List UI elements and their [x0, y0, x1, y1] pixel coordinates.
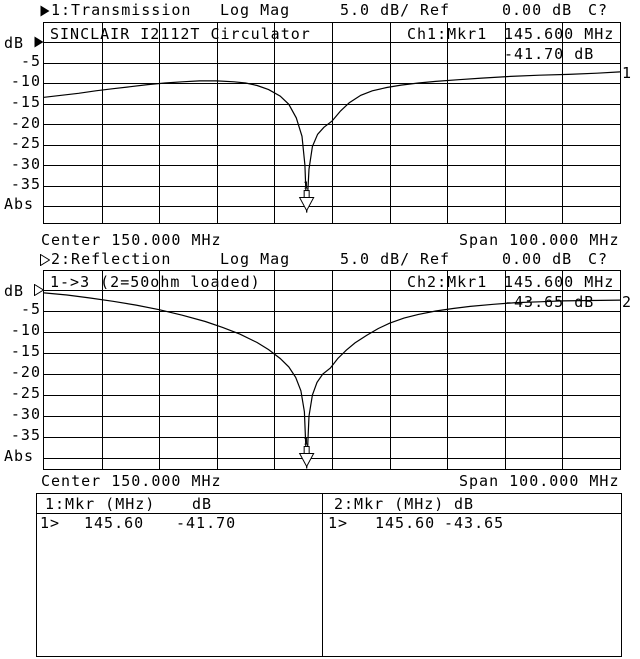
table-col1-unit: dB	[192, 495, 213, 513]
svg-text:1: 1	[303, 437, 310, 448]
chart1-ytick: -10	[10, 72, 41, 90]
chart2-marker-value: -43.65 dB	[504, 293, 595, 311]
chart2-ytick: -35	[10, 426, 41, 444]
svg-text:1: 1	[303, 181, 310, 192]
chart1-ytick: -15	[10, 93, 41, 111]
chart1-trace-number: 1	[622, 64, 633, 82]
chart2-span-freq: Span 100.000 MHz	[459, 472, 620, 490]
table-col2-unit: dB	[454, 495, 475, 513]
chart1-marker-freq: 145.600 MHz	[504, 25, 615, 43]
chart2-ytick: -5	[20, 300, 41, 318]
chart1-ytick: -20	[10, 114, 41, 132]
marker-table: 1:Mkr (MHz) dB 2:Mkr (MHz) dB 1> 145.60 …	[36, 493, 622, 657]
reflection-plot-svg: 1	[44, 271, 620, 469]
chart1-ytick: -30	[10, 155, 41, 173]
chart2-y-unit: dB	[4, 282, 25, 300]
inactive-trace-hollow-triangle-icon	[40, 254, 50, 266]
chart1-center-freq: Center 150.000 MHz	[41, 231, 222, 249]
chart2-marker-freq: 145.600 MHz	[504, 273, 615, 291]
chart1-title: SINCLAIR I2112T Circulator	[50, 25, 311, 43]
chart2-channel-marker: Ch2:Mkr1	[407, 273, 488, 291]
chart2-title: 1->3 (2=50ohm loaded)	[50, 273, 261, 291]
chart1-channel-marker: Ch1:Mkr1	[407, 25, 488, 43]
chart1-ytick: -35	[10, 175, 41, 193]
chart2-ytick: -30	[10, 405, 41, 423]
marker-table-header-rule	[37, 513, 621, 514]
table-col2-freq: 145.60	[375, 514, 436, 532]
chart2-plot-area: 1 1->3 (2=50ohm loaded) Ch2:Mkr1 145.600…	[34, 270, 631, 470]
chart2-y-bottom-label: Abs	[4, 447, 35, 465]
chart2-ref-value: 0.00 dB	[502, 250, 573, 268]
chart1-span-freq: Span 100.000 MHz	[459, 231, 620, 249]
active-trace-filled-triangle-icon	[40, 5, 50, 17]
chart1-plot-area: 1 SINCLAIR I2112T Circulator Ch1:Mkr1 14…	[34, 22, 631, 224]
chart2-trace-label: 2:Reflection	[51, 250, 172, 268]
marker-table-divider	[322, 494, 323, 656]
chart2-cal-status: C?	[588, 250, 609, 268]
chart1-ref-level-triangle-icon	[34, 36, 44, 48]
chart2-ref-label: Ref	[420, 250, 451, 268]
chart1-trace-label: 1:Transmission	[51, 1, 192, 19]
table-col1-freq: 145.60	[84, 514, 145, 532]
chart1-y-bottom-label: Abs	[4, 195, 35, 213]
chart1-ytick: -5	[20, 52, 41, 70]
chart2-center-freq: Center 150.000 MHz	[41, 472, 222, 490]
table-col2-marker-id: 1>	[328, 514, 349, 532]
chart2-format: Log Mag	[220, 250, 291, 268]
chart1-cal-status: C?	[588, 1, 609, 19]
chart2-ytick: -20	[10, 363, 41, 381]
chart1-format: Log Mag	[220, 1, 291, 19]
table-col1-header: 1:Mkr (MHz)	[45, 495, 156, 513]
chart2-ytick: -15	[10, 342, 41, 360]
chart1-ytick: -25	[10, 134, 41, 152]
chart2-trace-number: 2	[622, 293, 633, 311]
table-col2-header: 2:Mkr (MHz)	[334, 495, 445, 513]
transmission-plot-svg: 1	[44, 23, 620, 223]
chart1-y-unit: dB	[4, 34, 25, 52]
chart1-ref-label: Ref	[420, 1, 451, 19]
table-col1-marker-id: 1>	[40, 514, 61, 532]
chart2-scale: 5.0 dB/	[340, 250, 411, 268]
table-col1-value: -41.70	[176, 514, 237, 532]
chart1-marker-value: -41.70 dB	[504, 45, 595, 63]
chart1-scale: 5.0 dB/	[340, 1, 411, 19]
chart2-ref-level-triangle-icon	[34, 284, 44, 296]
chart1-ref-value: 0.00 dB	[502, 1, 573, 19]
table-col2-value: -43.65	[444, 514, 505, 532]
chart2-ytick: -10	[10, 321, 41, 339]
chart2-ytick: -25	[10, 384, 41, 402]
